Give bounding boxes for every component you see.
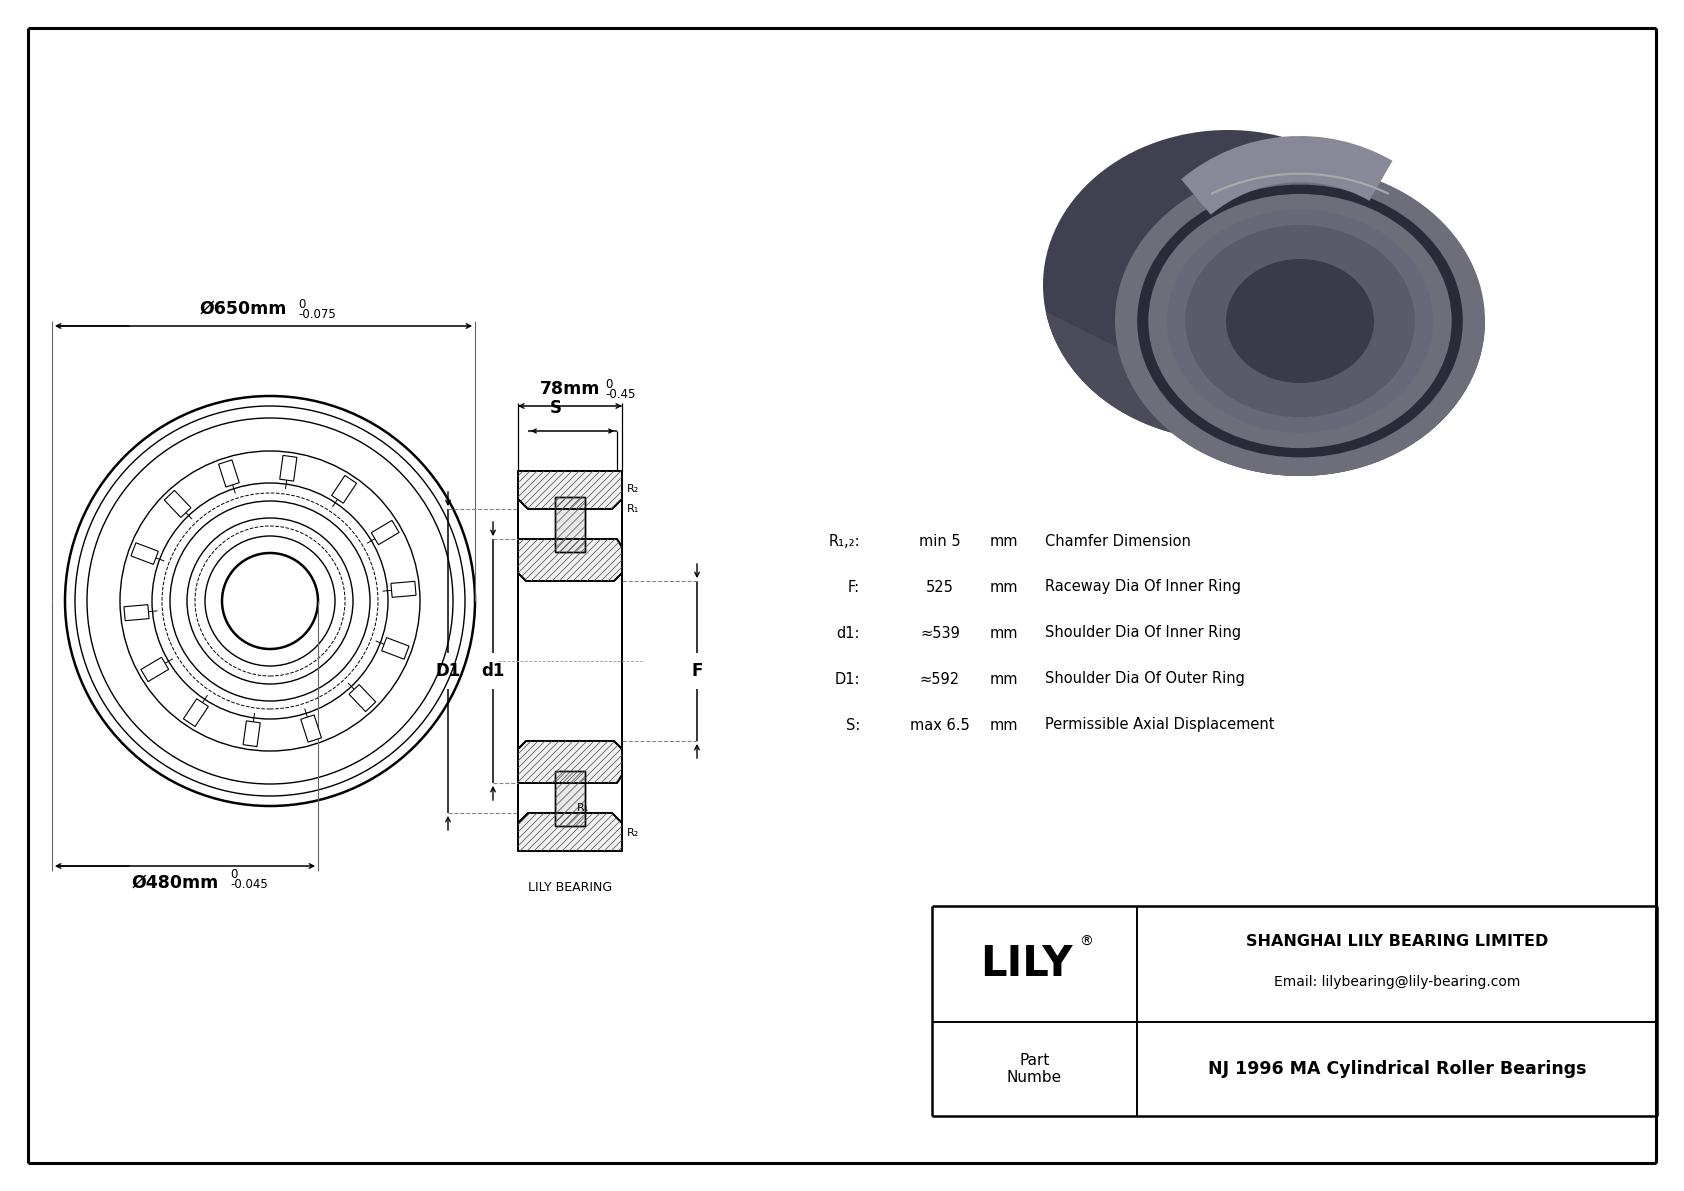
Text: -0.045: -0.045: [231, 878, 268, 891]
Text: ≈539: ≈539: [919, 625, 960, 641]
Text: R₁: R₁: [578, 803, 589, 813]
Text: mm: mm: [990, 534, 1019, 549]
Polygon shape: [332, 475, 357, 504]
Text: -0.075: -0.075: [298, 308, 337, 322]
Text: LILY BEARING: LILY BEARING: [529, 881, 611, 894]
Text: Ø650mm: Ø650mm: [200, 300, 288, 318]
Polygon shape: [382, 637, 409, 659]
Text: Shoulder Dia Of Inner Ring: Shoulder Dia Of Inner Ring: [1046, 625, 1241, 641]
Polygon shape: [370, 520, 399, 544]
Text: Ø480mm: Ø480mm: [131, 874, 219, 892]
Ellipse shape: [1167, 210, 1433, 432]
Text: 525: 525: [926, 580, 953, 594]
Polygon shape: [184, 699, 209, 727]
Ellipse shape: [1150, 220, 1305, 350]
Polygon shape: [556, 771, 584, 825]
Text: mm: mm: [990, 672, 1019, 686]
Text: NJ 1996 MA Cylindrical Roller Bearings: NJ 1996 MA Cylindrical Roller Bearings: [1207, 1060, 1586, 1078]
Text: mm: mm: [990, 580, 1019, 594]
Text: Part
Numbe: Part Numbe: [1007, 1053, 1063, 1085]
Ellipse shape: [1042, 130, 1413, 439]
Text: Permissible Axial Displacement: Permissible Axial Displacement: [1046, 717, 1275, 732]
Polygon shape: [141, 657, 168, 681]
Text: S:: S:: [845, 717, 861, 732]
Polygon shape: [125, 605, 150, 621]
Polygon shape: [391, 581, 416, 598]
Text: max 6.5: max 6.5: [909, 717, 970, 732]
Text: ≈592: ≈592: [919, 672, 960, 686]
Polygon shape: [1046, 312, 1482, 476]
Polygon shape: [301, 715, 322, 742]
Polygon shape: [1046, 285, 1485, 476]
Polygon shape: [165, 491, 190, 517]
Text: Chamfer Dimension: Chamfer Dimension: [1046, 534, 1191, 549]
Text: SHANGHAI LILY BEARING LIMITED: SHANGHAI LILY BEARING LIMITED: [1246, 934, 1548, 949]
Polygon shape: [349, 685, 376, 711]
Text: d1: d1: [482, 662, 505, 680]
Polygon shape: [219, 460, 239, 487]
Text: ®: ®: [1079, 935, 1093, 949]
Text: d1:: d1:: [837, 625, 861, 641]
Ellipse shape: [1186, 225, 1415, 417]
Text: R₂: R₂: [626, 484, 640, 494]
Polygon shape: [519, 470, 621, 509]
Text: Raceway Dia Of Inner Ring: Raceway Dia Of Inner Ring: [1046, 580, 1241, 594]
Polygon shape: [280, 455, 296, 481]
Text: mm: mm: [990, 625, 1019, 641]
Text: D1: D1: [436, 662, 461, 680]
Ellipse shape: [1148, 194, 1452, 448]
Text: 78mm: 78mm: [541, 380, 600, 398]
Text: Email: lilybearing@lily-bearing.com: Email: lilybearing@lily-bearing.com: [1273, 974, 1521, 989]
Text: -0.45: -0.45: [605, 388, 635, 401]
Polygon shape: [556, 497, 584, 551]
Text: min 5: min 5: [919, 534, 962, 549]
Text: R₂: R₂: [626, 828, 640, 838]
Ellipse shape: [1137, 185, 1463, 457]
Text: R₁: R₁: [626, 504, 640, 515]
Text: F:: F:: [847, 580, 861, 594]
Polygon shape: [519, 813, 621, 852]
Text: 0: 0: [298, 298, 306, 311]
Ellipse shape: [1115, 166, 1485, 476]
Polygon shape: [519, 540, 621, 581]
Text: F: F: [692, 662, 702, 680]
Text: 0: 0: [605, 378, 613, 391]
Text: 0: 0: [231, 868, 237, 881]
Ellipse shape: [1226, 258, 1374, 384]
Text: D1:: D1:: [835, 672, 861, 686]
Text: R₁,₂:: R₁,₂:: [829, 534, 861, 549]
Text: S: S: [551, 399, 562, 417]
Polygon shape: [242, 721, 261, 747]
Text: LILY: LILY: [980, 943, 1073, 985]
Text: mm: mm: [990, 717, 1019, 732]
Wedge shape: [1180, 136, 1393, 214]
Polygon shape: [131, 543, 158, 565]
Text: Shoulder Dia Of Outer Ring: Shoulder Dia Of Outer Ring: [1046, 672, 1244, 686]
Polygon shape: [519, 741, 621, 782]
